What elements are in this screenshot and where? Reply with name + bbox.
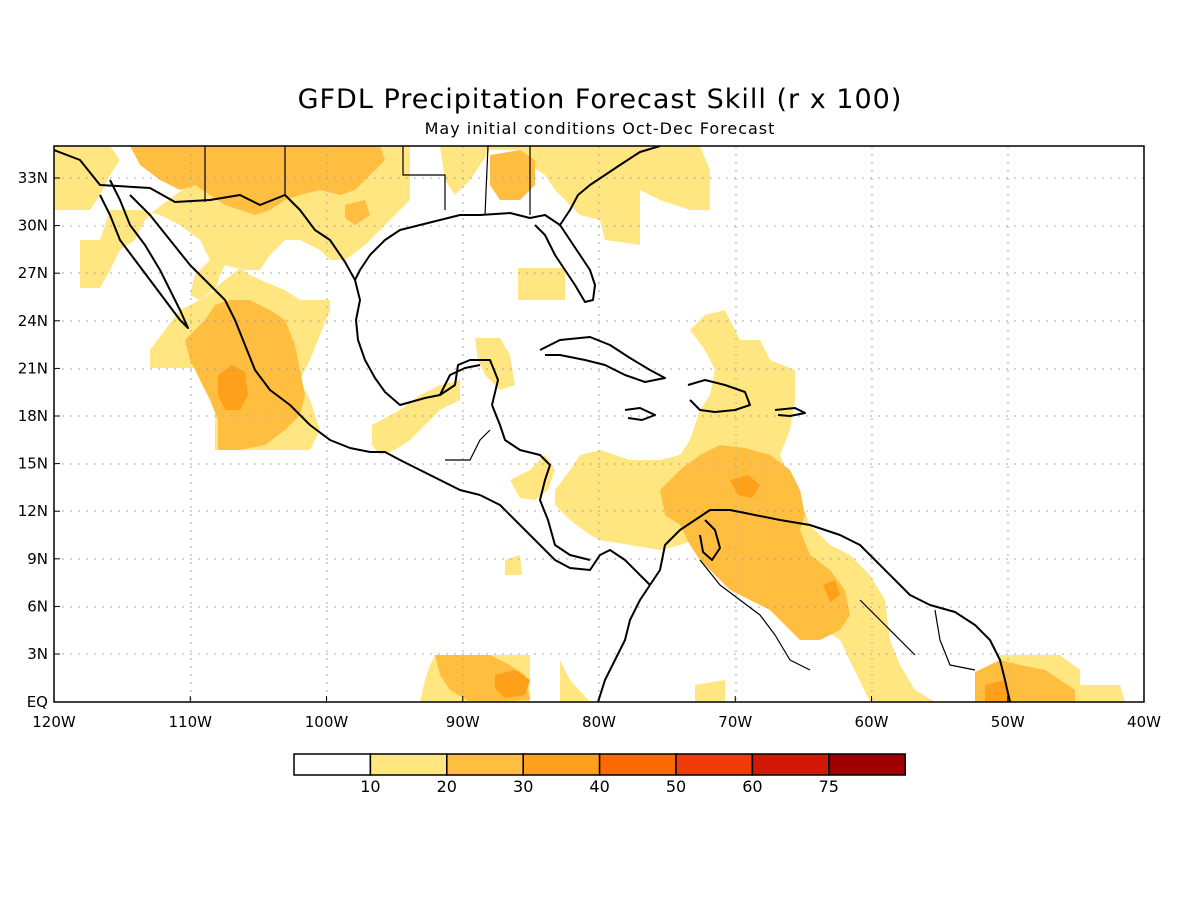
legend-swatch <box>675 753 754 776</box>
legend-swatch <box>522 753 601 776</box>
skill-region <box>440 146 710 245</box>
latitude-label: EQ <box>27 693 48 711</box>
map-title: GFDL Precipitation Forecast Skill (r x 1… <box>297 84 903 115</box>
latitude-label: 18N <box>18 407 48 425</box>
latitude-label: 15N <box>18 455 48 473</box>
legend-label: 40 <box>589 777 609 796</box>
longitude-label: 60W <box>855 713 889 731</box>
latitude-label: 33N <box>18 169 48 187</box>
skill-region <box>130 146 385 215</box>
skill-region <box>555 310 1144 702</box>
legend-swatch <box>446 753 524 776</box>
skill-region <box>510 455 555 500</box>
map-subtitle: May initial conditions Oct-Dec Forecast <box>424 119 776 138</box>
skill-region <box>218 365 248 410</box>
longitude-label: 110W <box>169 713 213 731</box>
longitude-label: 100W <box>305 713 349 731</box>
latitude-label: 6N <box>27 597 48 615</box>
legend-swatch <box>751 753 830 776</box>
skill-region <box>660 445 850 640</box>
legend-swatch <box>598 753 677 776</box>
legend-label: 60 <box>742 777 762 796</box>
legend-label: 30 <box>513 777 533 796</box>
legend-swatch <box>293 753 372 776</box>
skill-region <box>54 146 410 450</box>
legend-label: 20 <box>437 777 457 796</box>
longitude-label: 90W <box>446 713 480 731</box>
longitude-labels: 120W 110W 100W 90W 80W 70W 60W 50W 40W <box>32 696 1161 731</box>
latitude-label: 30N <box>18 217 48 235</box>
legend-label: 75 <box>819 777 839 796</box>
skill-region <box>730 475 760 498</box>
latitude-label: 24N <box>18 312 48 330</box>
latitude-label: 9N <box>27 550 48 568</box>
coastlines <box>54 146 1011 702</box>
longitude-label: 50W <box>991 713 1025 731</box>
skill-region <box>475 338 515 390</box>
skill-region <box>823 580 840 602</box>
latitude-label: 3N <box>27 645 48 663</box>
legend-label: 10 <box>360 777 380 796</box>
skill-region <box>695 680 725 702</box>
longitude-label: 70W <box>718 713 752 731</box>
longitude-label: 120W <box>32 713 76 731</box>
skill-region <box>495 670 530 698</box>
legend-swatch <box>828 753 906 776</box>
longitude-label: 80W <box>582 713 616 731</box>
latitude-labels: 33N 30N 27N 24N 21N 18N 15N 12N 9N 6N 3N EQ <box>18 169 60 711</box>
skill-region <box>518 268 565 300</box>
skill-region <box>505 555 522 575</box>
longitude-label: 40W <box>1127 713 1161 731</box>
latitude-label: 12N <box>18 502 48 520</box>
skill-region <box>345 200 370 225</box>
latitude-label: 21N <box>18 359 48 377</box>
legend-label: 50 <box>666 777 686 796</box>
skill-region <box>372 380 460 455</box>
legend-swatch <box>369 753 448 776</box>
color-legend: 10 20 30 40 50 60 75 <box>293 753 906 796</box>
skill-region <box>490 150 535 200</box>
latitude-label: 27N <box>18 264 48 282</box>
